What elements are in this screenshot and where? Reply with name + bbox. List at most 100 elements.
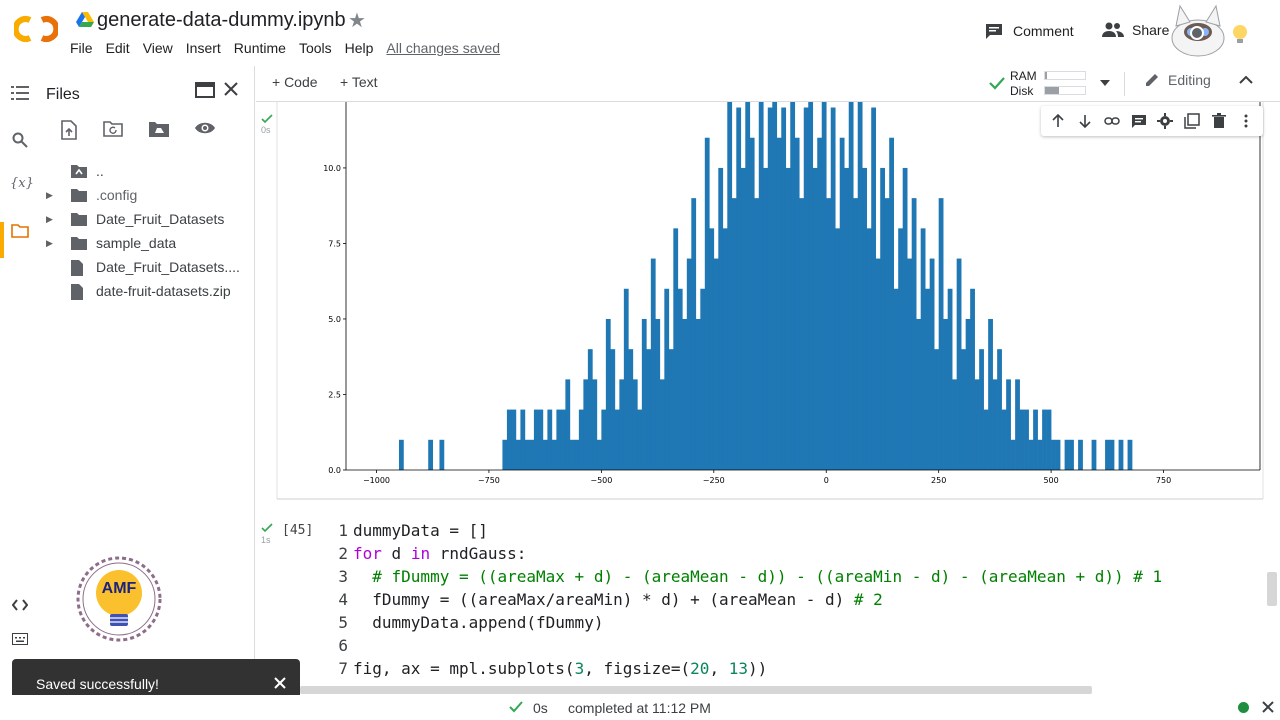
histogram-bar	[695, 318, 701, 470]
histogram-bar	[758, 102, 764, 470]
horizontal-scrollbar[interactable]	[300, 686, 1092, 694]
toast-message: Saved successfully!	[36, 676, 159, 692]
command-palette-icon[interactable]	[10, 632, 30, 652]
comment-cell-icon[interactable]	[1131, 113, 1147, 129]
histogram-bar	[992, 379, 998, 470]
file-tree-item[interactable]: ▶ Date_Fruit_Datasets	[40, 208, 250, 230]
histogram-bar	[745, 102, 751, 470]
move-up-icon[interactable]	[1050, 113, 1066, 129]
star-icon[interactable]: ★	[348, 10, 366, 32]
menu-edit[interactable]: Edit	[105, 40, 130, 56]
delete-icon[interactable]	[1211, 113, 1227, 129]
histogram-bar	[790, 102, 796, 470]
histogram-bar	[907, 258, 912, 470]
show-hidden-icon[interactable]	[194, 120, 216, 142]
histogram-bar	[1024, 409, 1029, 470]
file-tree-item[interactable]: ..	[40, 160, 250, 182]
file-tree-item[interactable]: ▶ .config	[40, 184, 250, 206]
open-in-tab-icon[interactable]	[195, 82, 215, 100]
histogram-bar	[637, 409, 643, 470]
histogram-bar	[925, 288, 930, 470]
menu-file[interactable]: File	[70, 40, 93, 56]
code-line[interactable]: 5 dummyData.append(fDummy)	[336, 613, 603, 636]
variables-icon[interactable]: {x}	[10, 176, 34, 191]
settings-gear-icon[interactable]	[1157, 113, 1174, 129]
folder-up-icon	[70, 163, 88, 179]
code-text: fig, ax = mpl.subplots(3, figsize=(20, 1…	[353, 659, 768, 678]
chevron-down-icon[interactable]	[1100, 80, 1110, 86]
histogram-bar	[817, 137, 823, 471]
upload-file-icon[interactable]	[60, 120, 82, 142]
pencil-icon	[1146, 74, 1158, 86]
histogram-bar	[974, 379, 980, 470]
histogram-bar	[610, 349, 616, 470]
mirror-cell-icon[interactable]	[1184, 113, 1200, 129]
vertical-scrollbar[interactable]	[1267, 572, 1277, 606]
histogram-bar	[880, 167, 886, 470]
comment-label: Comment	[1013, 23, 1074, 39]
close-panel-icon[interactable]	[222, 80, 242, 100]
expand-arrow-icon[interactable]: ▶	[46, 237, 53, 248]
move-down-icon[interactable]	[1077, 113, 1093, 129]
collapse-header-icon[interactable]	[1238, 72, 1258, 92]
menu-bar: File Edit View Insert Runtime Tools Help…	[70, 40, 513, 56]
menu-tools[interactable]: Tools	[298, 40, 332, 56]
more-options-icon[interactable]	[1238, 113, 1254, 129]
histogram-bar	[515, 439, 521, 470]
histogram-bar	[1010, 439, 1016, 470]
histogram-bar	[614, 409, 620, 470]
refresh-folder-icon[interactable]	[103, 120, 125, 142]
notebook-title[interactable]: generate-data-dummy.ipynb	[97, 9, 346, 31]
editing-mode-button[interactable]: Editing	[1144, 72, 1211, 88]
histogram-bar	[830, 107, 836, 470]
search-icon[interactable]	[10, 132, 30, 152]
histogram-bar	[1028, 439, 1034, 470]
status-duration: 0s	[533, 700, 548, 716]
histogram-bar	[659, 379, 665, 470]
colab-logo[interactable]	[12, 14, 60, 44]
code-line[interactable]: 7 fig, ax = mpl.subplots(3, figsize=(20, …	[336, 659, 767, 682]
code-line[interactable]: 3 # fDummy = ((areaMax + d) - (areaMean …	[336, 567, 1162, 590]
comment-button[interactable]: Comment	[985, 22, 1074, 40]
files-icon[interactable]	[10, 224, 30, 244]
share-button[interactable]: Share	[1102, 22, 1169, 38]
menu-help[interactable]: Help	[344, 40, 374, 56]
add-text-button[interactable]: + Text	[340, 74, 378, 90]
table-of-contents-icon[interactable]	[10, 86, 30, 106]
code-line[interactable]: 1 dummyData = []	[336, 521, 488, 544]
menu-view[interactable]: View	[142, 40, 173, 56]
histogram-bar	[898, 228, 903, 470]
menu-insert[interactable]: Insert	[185, 40, 221, 56]
file-tree-item[interactable]: ▶ sample_data	[40, 232, 250, 254]
histogram-bar	[574, 439, 580, 470]
histogram-bar	[560, 409, 566, 470]
drive-icon[interactable]	[76, 12, 94, 28]
cell-toolbar	[1041, 106, 1263, 136]
line-number: 7	[338, 659, 348, 678]
line-number: 1	[338, 521, 348, 540]
file-tree-item-label: ..	[96, 163, 104, 179]
link-icon[interactable]	[1104, 113, 1120, 129]
code-text: # fDummy = ((areaMax + d) - (areaMean - …	[372, 567, 1163, 586]
save-status[interactable]: All changes saved	[386, 40, 501, 56]
resources-indicator[interactable]: RAM Disk	[988, 68, 1118, 100]
histogram-bar	[623, 288, 629, 470]
histogram-bar	[979, 349, 984, 470]
add-code-button[interactable]: + Code	[272, 74, 318, 90]
file-tree-item[interactable]: Date_Fruit_Datasets....	[40, 256, 250, 278]
histogram-bar	[1109, 439, 1115, 470]
file-tree-item[interactable]: date-fruit-datasets.zip	[40, 280, 250, 302]
expand-arrow-icon[interactable]: ▶	[46, 213, 53, 224]
menu-runtime[interactable]: Runtime	[233, 40, 286, 56]
status-close-icon[interactable]	[1261, 700, 1275, 714]
expand-arrow-icon[interactable]: ▶	[46, 189, 53, 200]
code-line[interactable]: 2 for d in rndGauss:	[336, 544, 526, 567]
toast-close-icon[interactable]	[270, 673, 290, 693]
code-line[interactable]: 4 fDummy = ((areaMax/areaMin) * d) + (ar…	[336, 590, 882, 613]
mount-drive-icon[interactable]	[148, 120, 170, 142]
code-line[interactable]: 6	[336, 636, 353, 659]
code-cell[interactable]: 1s [45] 1 dummyData = [] 2 for d in rndGaus…	[256, 515, 1268, 685]
toolbar-divider	[1124, 72, 1125, 96]
histogram-bar	[533, 409, 539, 470]
code-snippets-icon[interactable]	[10, 598, 30, 618]
